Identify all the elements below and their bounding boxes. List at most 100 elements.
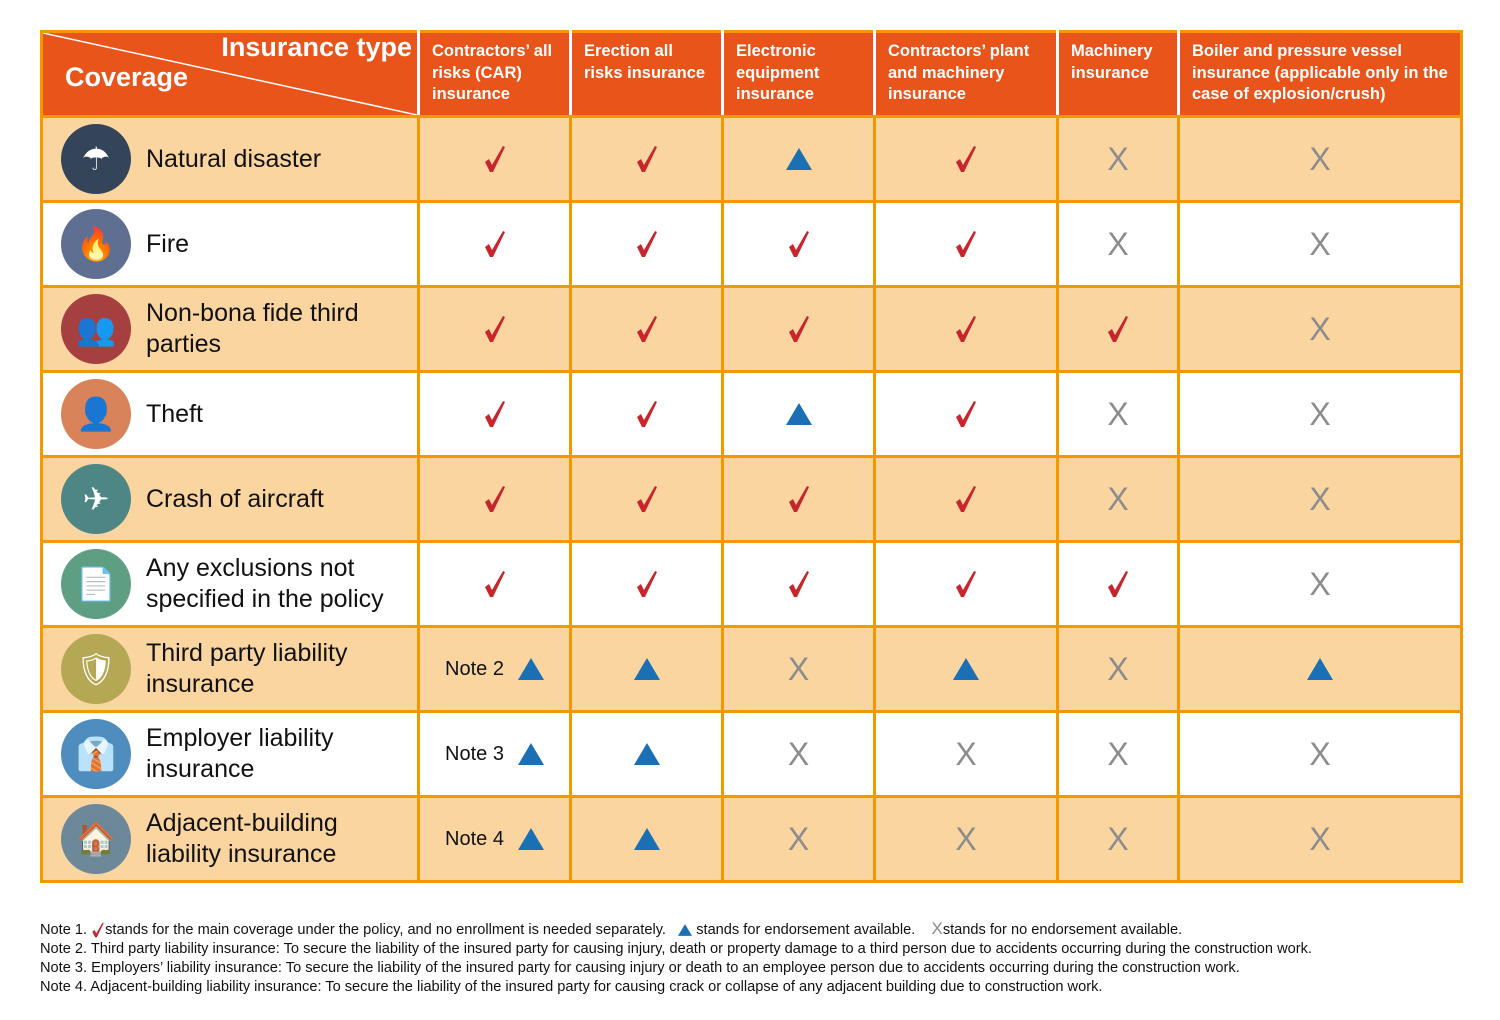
table-row: 👔 Employer liability insurance Note 3 X X X X [40,710,1463,798]
x-icon: X [1107,650,1129,687]
triangle-icon [633,828,660,850]
corner-header: Insurance type Coverage [40,30,420,118]
coverage-value-cell [417,115,572,203]
coverage-value-cell: X [1177,540,1463,628]
coverage-cell: 📄 Any exclusions not specified in the pol… [40,540,420,628]
coverage-value-cell: X [721,710,876,798]
coverage-table: Insurance type Coverage Contractors’ all… [40,30,1463,883]
triangle-icon [517,828,544,850]
coverage-value-cell: X [1056,370,1180,458]
airplane-hand-icon: ✈ [61,464,131,534]
triangle-icon [678,924,693,937]
check-icon [484,231,505,257]
coverage-label: Theft [146,399,203,428]
umbrella-storm-icon: ☂ [61,124,131,194]
coverage-value-cell: X [1056,200,1180,288]
coverage-cell: 🏠 Adjacent-building liability insurance [40,795,420,883]
table-row: 👥 Non-bona fide third parties X [40,285,1463,373]
coverage-value-cell: X [1177,200,1463,288]
triangle-icon [633,743,660,765]
buildings-hands-icon: 🏠 [61,804,131,874]
note-2: Note 2. Third party liability insurance:… [40,941,1312,957]
check-icon [956,401,976,427]
check-icon [484,316,505,342]
coverage-value-cell [721,115,876,203]
check-icon [1108,571,1128,597]
coverage-cell: 👔 Employer liability insurance [40,710,420,798]
coverage-value-cell: X [1177,285,1463,373]
x-icon: X [1107,735,1129,772]
fire-hands-icon: 🔥 [61,209,131,279]
coverage-value-cell [569,710,724,798]
coverage-value-cell [1056,285,1180,373]
check-icon [956,146,976,172]
coverage-value-cell [417,200,572,288]
coverage-value-cell [721,455,876,543]
check-icon [636,316,657,342]
insurance-type-label: Insurance type [221,32,412,62]
table-row: 🏠 Adjacent-building liability insurance No… [40,795,1463,883]
note-ref: Note 4 [445,827,504,850]
coverage-value-cell [721,200,876,288]
note-1: Note 1. stands for the main coverage und… [40,919,1183,938]
coverage-value-cell [873,285,1059,373]
coverage-cell: 👥 Non-bona fide third parties [40,285,420,373]
check-icon [636,401,657,427]
x-icon: X [1309,480,1331,517]
coverage-cell: 👤 Theft [40,370,420,458]
coverage-value-cell [1056,540,1180,628]
coverage-value-cell: X [1056,795,1180,883]
col-machinery: Machinery insurance [1056,30,1180,118]
elderly-couple-icon: 👥 [61,294,131,364]
coverage-value-cell [417,540,572,628]
coverage-value-cell [569,540,724,628]
coverage-value-cell: X [721,795,876,883]
check-icon [92,922,104,938]
check-icon [484,571,505,597]
coverage-value-cell: X [1056,625,1180,713]
x-icon: X [787,735,810,772]
check-icon [484,401,505,427]
coverage-value-cell [873,455,1059,543]
coverage-cell: 🔥 Fire [40,200,420,288]
table-row: ☂ Natural disaster X X [40,115,1463,203]
policy-document-icon: 📄 [61,549,131,619]
x-icon: X [931,919,943,938]
x-icon: X [787,820,810,857]
col-car: Contractors’ all risks (CAR) insurance [417,30,572,118]
coverage-label: Any exclusions not specified in the poli… [146,554,384,613]
coverage-label: Crash of aircraft [146,484,324,513]
thief-icon: 👤 [61,379,131,449]
coverage-value-cell [1177,625,1463,713]
check-icon [636,571,657,597]
coverage-value-cell [721,370,876,458]
shield-people-icon: 🛡 [61,634,131,704]
x-icon: X [1309,140,1331,177]
x-icon: X [1309,225,1331,262]
coverage-value-cell: X [1056,455,1180,543]
triangle-icon [953,658,979,680]
table-row: 📄 Any exclusions not specified in the pol… [40,540,1463,628]
check-icon [484,146,505,172]
check-icon [956,316,976,342]
coverage-label: Adjacent-building liability insurance [146,809,338,868]
x-icon: X [1107,395,1129,432]
col-boiler: Boiler and pressure vessel insurance (ap… [1177,30,1463,118]
table-row: 🛡 Third party liability insurance Note 2 X X [40,625,1463,713]
check-icon [956,571,976,597]
coverage-value-cell [873,200,1059,288]
check-icon [788,231,809,257]
coverage-value-cell: X [1177,710,1463,798]
coverage-value-cell: X [873,795,1059,883]
coverage-value-cell [873,540,1059,628]
table-row: ✈ Crash of aircraft X X [40,455,1463,543]
x-icon: X [1309,565,1331,602]
check-icon [956,486,976,512]
coverage-value-cell [569,285,724,373]
col-electronic: Electronic equipment insurance [721,30,876,118]
coverage-value-cell: X [1056,115,1180,203]
table-row: 👤 Theft X X [40,370,1463,458]
coverage-label: Non-bona fide third parties [146,299,359,358]
check-icon [636,486,657,512]
coverage-label: Coverage [65,62,189,92]
